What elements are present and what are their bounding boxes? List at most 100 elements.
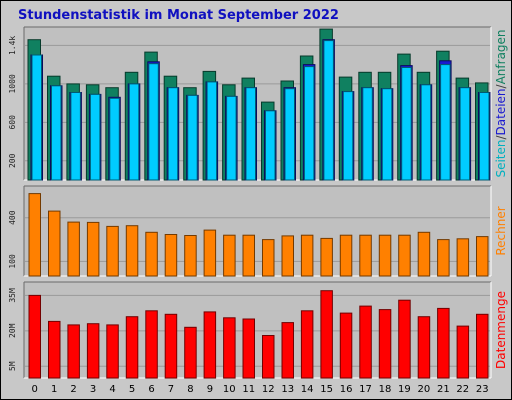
bar-rechner-19 (398, 234, 411, 277)
y-axis-label-part: Seiten (494, 140, 508, 178)
bar-datenmenge-9 (203, 311, 217, 379)
x-tick-label: 0 (32, 384, 38, 395)
x-tick-label: 3 (90, 384, 96, 395)
x-tick-label: 16 (340, 384, 353, 395)
bar-rechner-7 (164, 234, 178, 277)
bar-seiten-2 (70, 92, 81, 181)
panel-pages: 200 600 1000 1.4k Seiten/Dateien/Anfragen (8, 26, 508, 181)
bar-rechner-3 (86, 221, 100, 277)
bar-datenmenge-10 (223, 317, 236, 379)
chart-title: Stundenstatistik im Monat September 2022 (18, 8, 339, 23)
bar-datenmenge-17 (359, 305, 372, 379)
x-tick-label: 8 (187, 384, 193, 395)
x-tick-label: 15 (320, 384, 333, 395)
bar-datenmenge-22 (456, 325, 470, 379)
x-tick-label: 20 (418, 384, 431, 395)
bar-datenmenge-7 (164, 313, 178, 379)
y-axis-label-part: Rechner (494, 206, 508, 255)
bar-seiten-15 (323, 40, 334, 181)
bar-rechner-0 (28, 193, 41, 277)
x-tick-label: 10 (223, 384, 236, 395)
bar-rechner-6 (145, 231, 158, 277)
panel-hosts: 100 400 Rechner (8, 185, 508, 277)
bar-rechner-23 (476, 236, 489, 277)
bar-rechner-20 (417, 231, 431, 277)
panel-volume: 5M 20M 35M Datenmenge (8, 281, 508, 379)
series-seiten (31, 40, 490, 181)
bar-seiten-20 (420, 84, 432, 181)
bar-datenmenge-18 (378, 309, 392, 379)
x-tick-label: 9 (207, 384, 213, 395)
bar-seiten-11 (245, 87, 256, 181)
y-axis-label-volume: Datenmenge (494, 291, 508, 369)
bar-rechner-1 (48, 210, 61, 277)
bar-seiten-18 (381, 88, 393, 181)
x-tick-label: 5 (129, 384, 135, 395)
y-tick-label: 35M (8, 288, 17, 303)
y-axis-label-part: / (494, 83, 508, 88)
bar-rechner-16 (339, 234, 353, 277)
bar-seiten-5 (128, 83, 140, 181)
bar-seiten-23 (479, 92, 490, 181)
bar-rechner-2 (67, 221, 80, 277)
y-axis-label-hosts: Rechner (494, 206, 508, 255)
bar-seiten-10 (226, 95, 237, 181)
bar-datenmenge-21 (437, 307, 450, 379)
y-axis-label-part: / (494, 135, 508, 140)
y-axis-label-part: Datenmenge (494, 291, 508, 369)
bar-seiten-14 (303, 66, 315, 181)
bar-seiten-19 (401, 67, 412, 181)
y-tick-label: 600 (8, 115, 17, 130)
bar-datenmenge-5 (125, 316, 139, 379)
bar-rechner-11 (242, 234, 255, 277)
y-axis-label-part: Anfragen (494, 29, 508, 84)
bar-seiten-9 (206, 81, 218, 181)
bar-seiten-7 (167, 87, 179, 181)
x-tick-label: 7 (168, 384, 174, 395)
bar-datenmenge-11 (242, 318, 255, 379)
bar-datenmenge-20 (417, 316, 431, 379)
bar-datenmenge-4 (106, 324, 119, 379)
bar-seiten-12 (265, 110, 276, 181)
x-tick-label: 14 (301, 384, 314, 395)
bar-rechner-13 (281, 235, 294, 277)
y-tick-label: 100 (8, 254, 17, 269)
x-tick-label: 11 (242, 384, 255, 395)
bar-datenmenge-0 (28, 294, 41, 379)
bar-seiten-4 (109, 97, 120, 181)
y-tick-label: 1.4k (8, 36, 17, 55)
bar-datenmenge-13 (281, 322, 294, 379)
x-tick-label: 18 (379, 384, 392, 395)
bar-datenmenge-6 (145, 310, 158, 379)
bar-rechner-15 (320, 237, 333, 277)
y-tick-label: 5M (8, 361, 17, 371)
x-tick-label: 22 (456, 384, 469, 395)
bar-datenmenge-3 (86, 323, 100, 379)
bar-rechner-4 (106, 225, 119, 277)
bar-seiten-17 (362, 87, 373, 181)
x-tick-label: 6 (148, 384, 154, 395)
x-tick-label: 21 (437, 384, 450, 395)
x-tick-label: 13 (281, 384, 294, 395)
bar-seiten-6 (148, 63, 159, 181)
y-tick-label: 20M (8, 323, 17, 338)
x-tick-label: 1 (51, 384, 57, 395)
bar-datenmenge-12 (262, 335, 275, 379)
bar-rechner-12 (262, 239, 275, 277)
bar-seiten-3 (89, 93, 101, 181)
y-axis-label-pages: Seiten/Dateien/Anfragen (494, 29, 508, 177)
bar-seiten-21 (440, 64, 451, 181)
bar-datenmenge-15 (320, 290, 333, 379)
bar-seiten-1 (51, 85, 62, 181)
x-tick-label: 4 (109, 384, 115, 395)
x-axis-ticks: 0 1 2 3 4 5 6 7 8 9 10 11 12 13 14 15 16 17 18 19 20 21 22 23 (32, 384, 489, 395)
bar-datenmenge-16 (339, 312, 353, 379)
bar-rechner-10 (223, 234, 236, 277)
y-tick-label: 200 (8, 153, 17, 168)
bar-seiten-16 (342, 91, 354, 181)
bar-datenmenge-1 (48, 320, 61, 379)
bar-rechner-18 (378, 234, 392, 277)
y-tick-label: 1000 (8, 74, 17, 93)
bar-rechner-14 (300, 234, 314, 277)
